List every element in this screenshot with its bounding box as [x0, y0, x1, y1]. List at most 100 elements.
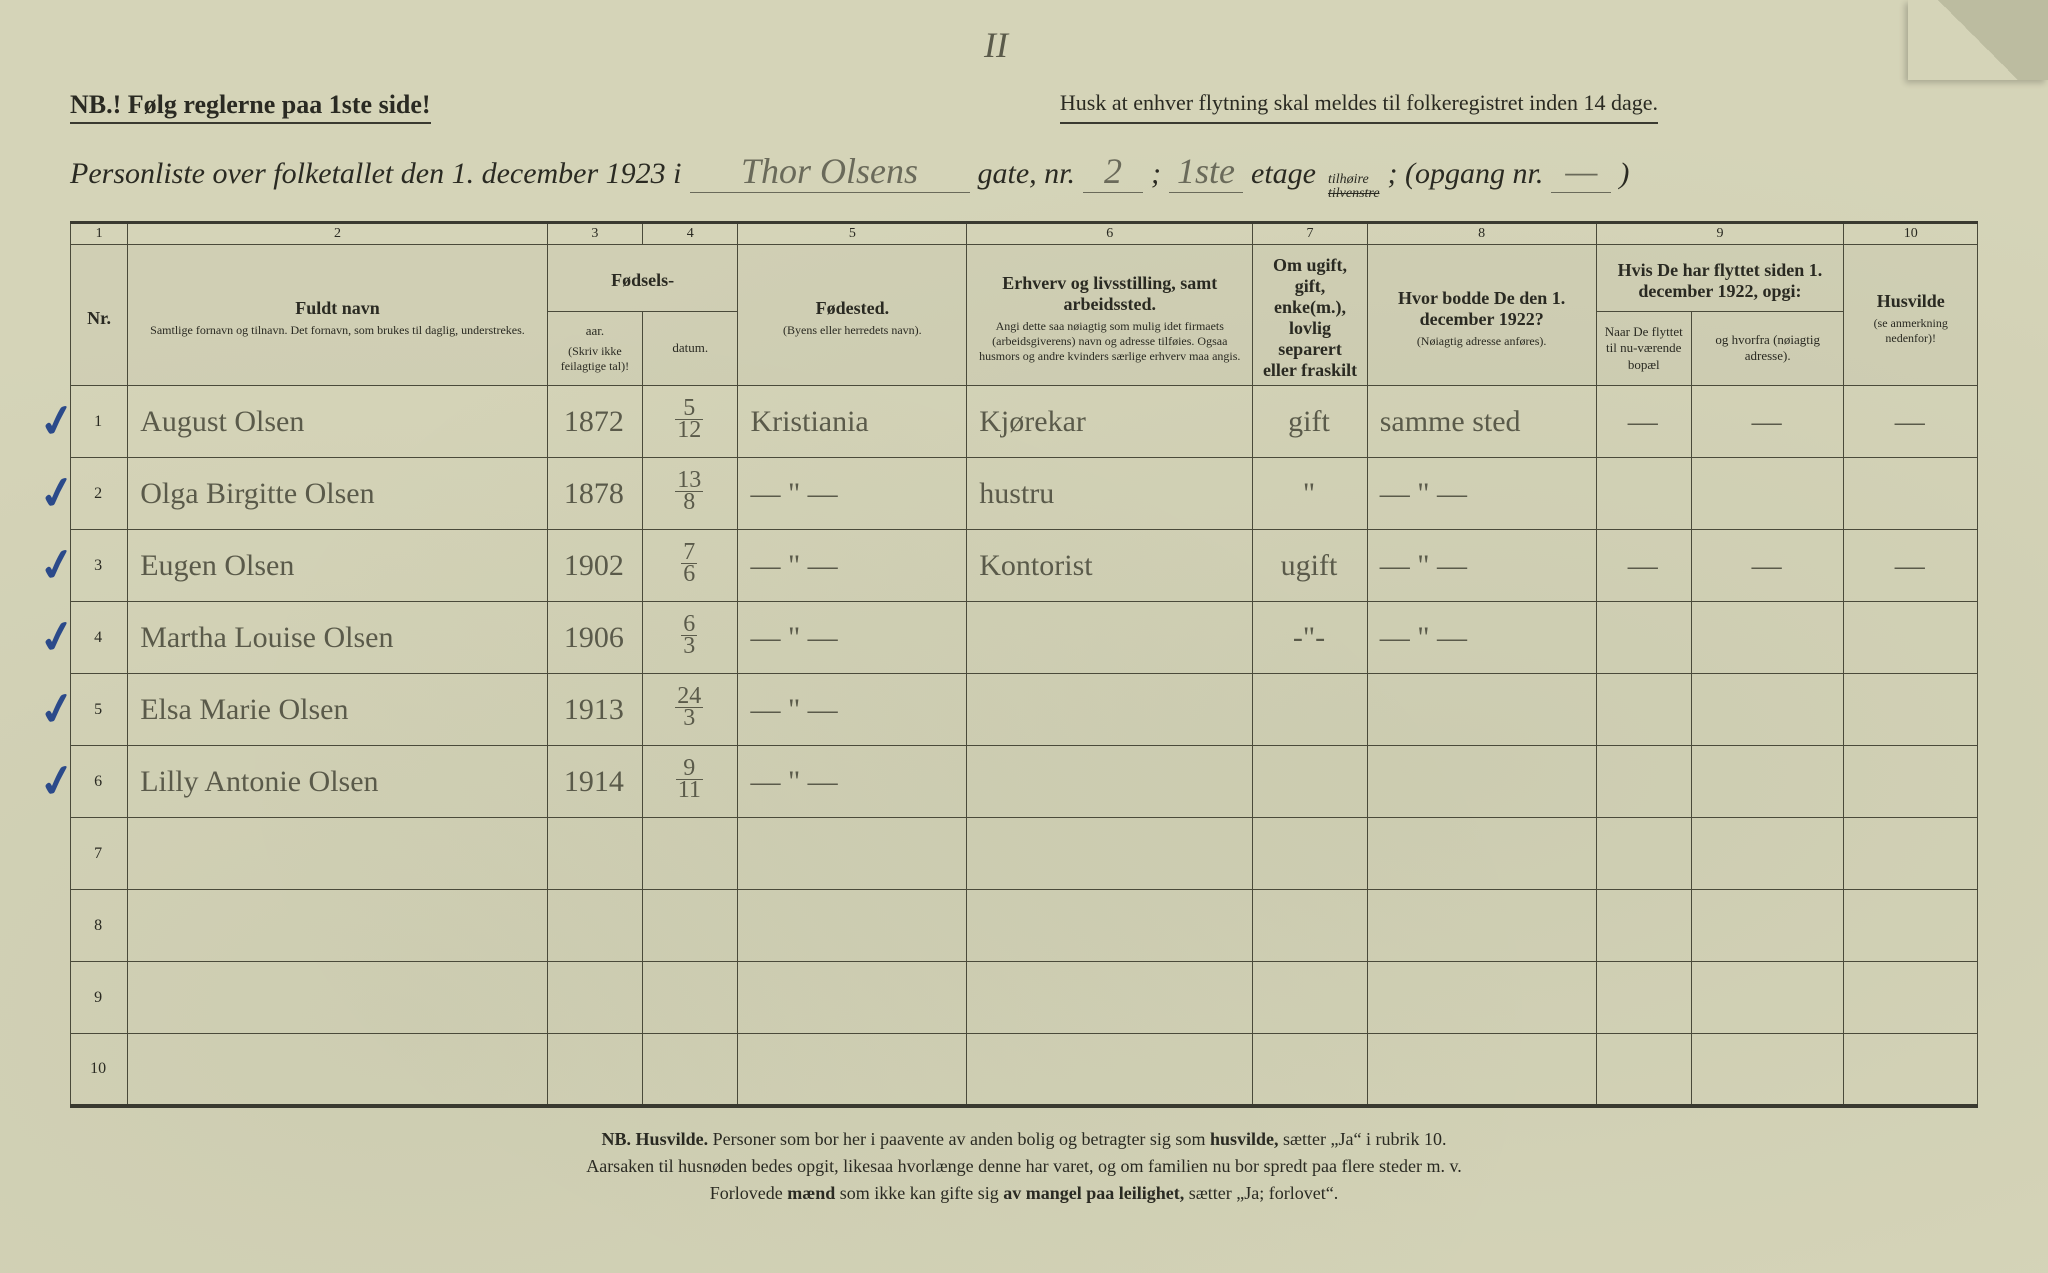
cell-civil: [1253, 962, 1367, 1034]
footnote-line-1: NB. Husvilde. Personer som bor her i paa…: [70, 1126, 1978, 1153]
cell-year: 1906: [547, 602, 642, 674]
cell-naar: [1596, 818, 1691, 890]
cell-addr1922: samme sted: [1367, 386, 1596, 458]
cell-nr: 3✓: [71, 530, 128, 602]
cell-birthplace: Kristiania: [738, 386, 967, 458]
cell-nr: 1✓: [71, 386, 128, 458]
col-1922-sub: (Nøiagtig adresse anføres).: [1374, 334, 1590, 349]
cell-hvorfra: [1691, 746, 1844, 818]
col-fodested-title: Fødested.: [816, 298, 890, 318]
colnum-8: 8: [1367, 223, 1596, 245]
cell-addr1922: — " —: [1367, 458, 1596, 530]
cell-year: 1902: [547, 530, 642, 602]
cell-civil: [1253, 818, 1367, 890]
footnote-l3e: sætter „Ja; forlovet“.: [1189, 1183, 1338, 1203]
cell-year: [547, 890, 642, 962]
close-paren: ): [1619, 157, 1629, 191]
cell-nr: 9: [71, 962, 128, 1034]
colnum-9: 9: [1596, 223, 1844, 245]
footnote-l1d: sætter „Ja“ i rubrik 10.: [1283, 1129, 1446, 1149]
cell-birthplace: — " —: [738, 530, 967, 602]
street-handwritten: Thor Olsens: [690, 150, 970, 193]
cell-name: Martha Louise Olsen: [128, 602, 548, 674]
cell-year: 1872: [547, 386, 642, 458]
cell-addr1922: [1367, 890, 1596, 962]
cell-husvilde: [1844, 1034, 1978, 1106]
col-nr: Nr.: [71, 245, 128, 386]
colnum-2: 2: [128, 223, 548, 245]
cell-hvorfra: [1691, 674, 1844, 746]
cell-name: [128, 962, 548, 1034]
col-name-title: Fuldt navn: [295, 298, 380, 318]
cell-addr1922: [1367, 818, 1596, 890]
blue-checkmark: ✓: [35, 681, 80, 738]
cell-name: Elsa Marie Olsen: [128, 674, 548, 746]
col-name-sub: Samtlige fornavn og tilnavn. Det fornavn…: [134, 323, 541, 338]
cell-hvorfra: —: [1691, 530, 1844, 602]
date-fraction: 243: [675, 686, 703, 730]
cell-addr1922: — " —: [1367, 530, 1596, 602]
cell-naar: [1596, 674, 1691, 746]
table-row: 9: [71, 962, 1978, 1034]
cell-addr1922: [1367, 962, 1596, 1034]
date-fraction: 138: [675, 470, 703, 514]
blue-checkmark: ✓: [35, 753, 80, 810]
cell-year: 1914: [547, 746, 642, 818]
main-header-row: Nr. Fuldt navn Samtlige fornavn og tilna…: [71, 245, 1978, 312]
footnote-l3c: som ikke kan gifte sig: [840, 1183, 1003, 1203]
cell-naar: [1596, 746, 1691, 818]
table-row: 8: [71, 890, 1978, 962]
cell-year: 1878: [547, 458, 642, 530]
blue-checkmark: ✓: [35, 609, 80, 666]
cell-civil: [1253, 746, 1367, 818]
table-body: 1✓August Olsen1872512KristianiaKjørekarg…: [71, 386, 1978, 1106]
table-row: 10: [71, 1034, 1978, 1106]
cell-addr1922: [1367, 674, 1596, 746]
cell-husvilde: —: [1844, 386, 1978, 458]
cell-birthplace: — " —: [738, 746, 967, 818]
cell-nr: 8: [71, 890, 128, 962]
col-flyttet: Hvis De har flyttet siden 1. december 19…: [1596, 245, 1844, 312]
cell-hvorfra: [1691, 962, 1844, 1034]
cell-hvorfra: [1691, 602, 1844, 674]
cell-birthplace: [738, 962, 967, 1034]
colnum-3: 3: [547, 223, 642, 245]
column-number-row: 1 2 3 4 5 6 7 8 9 10: [71, 223, 1978, 245]
cell-year: [547, 818, 642, 890]
cell-date: 138: [643, 458, 738, 530]
cell-name: Lilly Antonie Olsen: [128, 746, 548, 818]
etage-label: etage: [1251, 157, 1316, 191]
cell-birthplace: — " —: [738, 602, 967, 674]
colnum-7: 7: [1253, 223, 1367, 245]
col-erhverv: Erhverv og livsstilling, samt arbeidsste…: [967, 245, 1253, 386]
cell-year: [547, 1034, 642, 1106]
cell-addr1922: [1367, 1034, 1596, 1106]
footnote-l3b: mænd: [787, 1183, 835, 1203]
cell-date: [643, 1034, 738, 1106]
cell-hvorfra: [1691, 890, 1844, 962]
cell-husvilde: [1844, 818, 1978, 890]
cell-date: 911: [643, 746, 738, 818]
cell-occupation: [967, 674, 1253, 746]
cell-birthplace: [738, 890, 967, 962]
col-1922-title: Hvor bodde De den 1. december 1922?: [1398, 288, 1565, 329]
cell-occupation: [967, 1034, 1253, 1106]
cell-name: [128, 890, 548, 962]
cell-naar: [1596, 890, 1691, 962]
tilhoire: tilhøire: [1328, 173, 1380, 187]
table-row: 1✓August Olsen1872512KristianiaKjørekarg…: [71, 386, 1978, 458]
cell-year: 1913: [547, 674, 642, 746]
cell-occupation: [967, 746, 1253, 818]
colnum-1: 1: [71, 223, 128, 245]
cell-addr1922: [1367, 746, 1596, 818]
cell-addr1922: — " —: [1367, 602, 1596, 674]
cell-civil: -"-: [1253, 602, 1367, 674]
cell-date: [643, 962, 738, 1034]
footnote-line-3: Forlovede mænd som ikke kan gifte sig av…: [70, 1180, 1978, 1207]
colnum-10: 10: [1844, 223, 1978, 245]
footnote-l1c: husvilde,: [1210, 1129, 1279, 1149]
cell-nr: 7: [71, 818, 128, 890]
table-row: 2✓Olga Birgitte Olsen1878138— " —hustru"…: [71, 458, 1978, 530]
cell-husvilde: [1844, 890, 1978, 962]
col-1922: Hvor bodde De den 1. december 1922? (Nøi…: [1367, 245, 1596, 386]
